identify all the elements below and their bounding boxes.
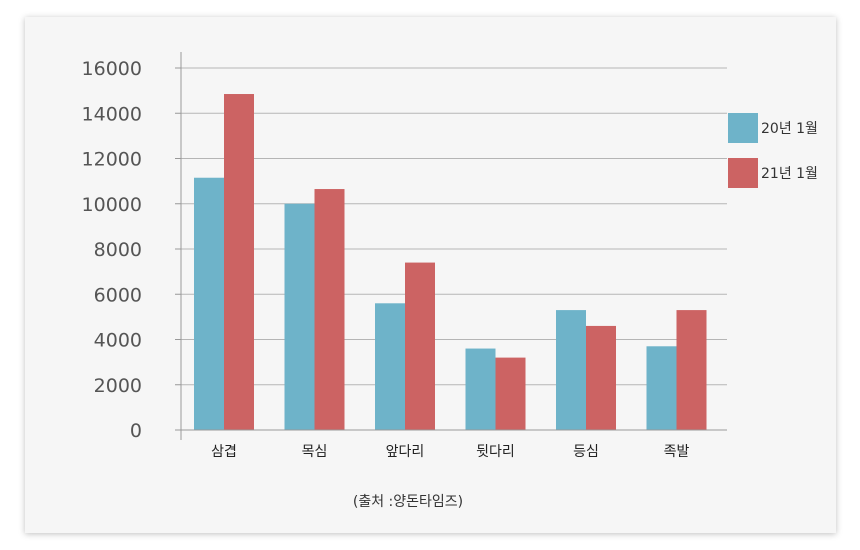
legend-swatch	[728, 158, 758, 188]
bar-series1	[284, 203, 315, 430]
category-label: 족발	[664, 444, 690, 460]
y-tick-label: 2000	[94, 375, 142, 397]
legend-label: 20년 1월	[761, 121, 818, 137]
x-axis-labels: 삼겹 목심 앞다리 뒷다리 등심 족발	[211, 444, 689, 460]
y-tick-label: 16000	[82, 58, 142, 80]
legend-label: 21년 1월	[761, 166, 818, 182]
y-axis-ticks: 0 2000 4000 6000 8000 10000 12000 14000 16000	[82, 58, 181, 442]
category-label: 등심	[573, 444, 599, 460]
bar-series2	[495, 357, 526, 430]
bar-series2	[676, 310, 707, 430]
bar-series1	[194, 177, 224, 430]
bar-series1	[465, 348, 496, 430]
y-tick-label: 12000	[82, 149, 142, 171]
bar-series2	[405, 262, 435, 430]
legend-swatch	[728, 113, 758, 143]
source-note: (출처 :양돈타임즈)	[353, 494, 463, 510]
bar-series1	[375, 303, 405, 430]
bar-series2	[314, 189, 345, 430]
gridlines	[181, 67, 727, 386]
bars	[194, 94, 707, 431]
category-label: 앞다리	[386, 444, 425, 460]
bar-series2	[224, 94, 254, 431]
y-tick-label: 4000	[94, 330, 142, 352]
axes	[180, 52, 727, 440]
bar-series2	[586, 325, 616, 430]
y-tick-label: 0	[130, 420, 142, 442]
y-tick-label: 10000	[82, 194, 142, 216]
legend: 20년 1월 21년 1월	[728, 113, 818, 188]
bar-series1	[556, 310, 586, 430]
category-label: 삼겹	[211, 444, 237, 460]
category-label: 뒷다리	[476, 444, 515, 460]
bar-series1	[646, 346, 677, 430]
y-tick-label: 14000	[82, 103, 142, 125]
y-tick-label: 8000	[94, 239, 142, 261]
y-tick-label: 6000	[94, 284, 142, 306]
category-label: 목심	[302, 444, 328, 460]
